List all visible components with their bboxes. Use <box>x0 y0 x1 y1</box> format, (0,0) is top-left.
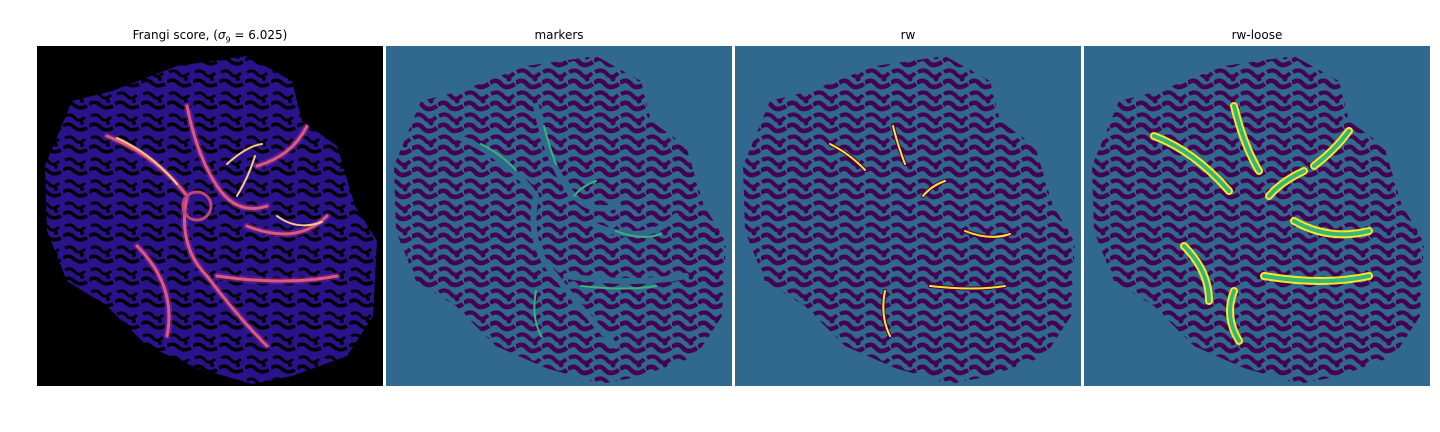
markers-image <box>386 46 732 386</box>
frangi-image <box>37 46 383 386</box>
frangi-title-subscript: 9 <box>225 35 231 45</box>
markers-title: markers <box>534 28 584 42</box>
frangi-title-prefix: Frangi score, ( <box>132 28 218 42</box>
frangi-title: Frangi score, (σ9 = 6.025) <box>37 27 383 48</box>
rw-loose-title: rw-loose <box>1231 28 1283 42</box>
markers-image-panel <box>386 46 732 386</box>
rw-title: rw <box>900 28 916 42</box>
rw-image-panel <box>735 46 1081 386</box>
frangi-title-sigma: σ <box>217 28 226 42</box>
frangi-title-value: = 6.025) <box>230 28 288 42</box>
frangi-image-panel <box>37 46 383 386</box>
rw-loose-image <box>1084 46 1430 386</box>
rw-loose-image-panel <box>1084 46 1430 386</box>
rw-image <box>735 46 1081 386</box>
